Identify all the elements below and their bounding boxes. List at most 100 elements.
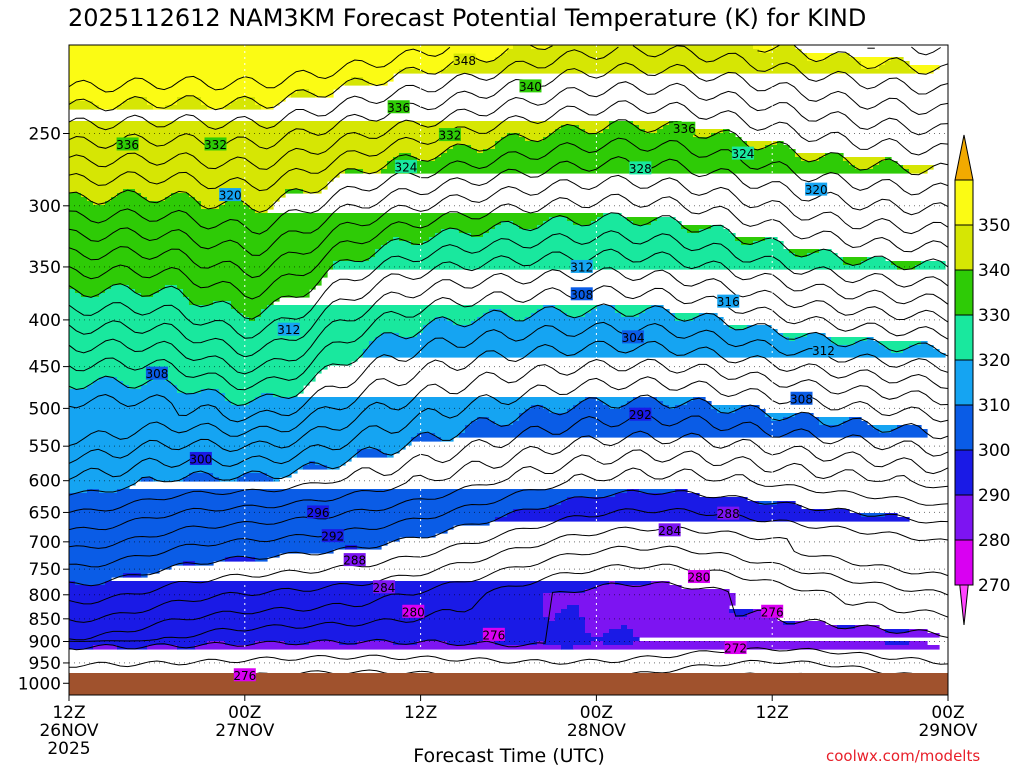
contour-line <box>69 412 948 513</box>
colorbar: 270 280 290 300 310 320 330 340 350 <box>954 134 1010 626</box>
ground-band <box>69 673 948 695</box>
contour-label-bg <box>724 641 747 655</box>
contour-label: 276 <box>482 628 505 642</box>
contour-line <box>69 212 948 320</box>
contour-line <box>69 267 948 375</box>
y-tick-label: 750 <box>29 560 61 580</box>
contour-label: 312 <box>570 260 593 274</box>
contour-label-bg <box>219 188 242 202</box>
contour-line <box>69 137 948 235</box>
colorbar-swatch <box>954 494 974 541</box>
contour-label: 312 <box>277 323 300 337</box>
contour-line <box>69 193 948 300</box>
contour-line <box>69 46 619 131</box>
contour-label: 276 <box>233 669 256 683</box>
contour-label-bg <box>343 553 366 567</box>
contour-line <box>69 100 948 192</box>
colorbar-swatch <box>954 359 974 406</box>
contour-line <box>69 285 948 391</box>
contour-line <box>69 81 948 170</box>
x-tick-label: 12Z <box>404 703 437 723</box>
colorbar-label: 320 <box>978 351 1010 371</box>
y-axis: 2503003504004505005506006507007508008509… <box>18 124 69 694</box>
y-tick-label: 450 <box>29 358 61 378</box>
contour-label-bg <box>233 668 256 682</box>
contour-label: 276 <box>761 605 784 619</box>
contour-label-bg <box>658 523 681 537</box>
contour-label-bg <box>673 121 696 135</box>
colorbar-swatch <box>954 449 974 496</box>
colorbar-label: 300 <box>978 441 1010 461</box>
contour-label: 308 <box>570 288 593 302</box>
contour-line <box>69 489 948 587</box>
contour-label-bg <box>717 506 740 520</box>
contour-label: 288 <box>717 507 740 521</box>
contour-label-bg <box>438 128 461 142</box>
contour-line <box>69 647 948 668</box>
contour-line <box>69 321 948 423</box>
y-tick-label: 250 <box>29 124 61 144</box>
colorbar-label: 340 <box>978 261 1010 281</box>
contour-label-bg <box>790 391 813 405</box>
colorbar-swatch <box>954 314 974 361</box>
x-tick-label: 00Z <box>931 703 964 723</box>
y-tick-label: 1000 <box>18 674 61 694</box>
contour-label: 336 <box>387 101 410 115</box>
colorbar-label: 290 <box>978 486 1010 506</box>
contour-label-bg <box>761 604 784 618</box>
contour-label-bg <box>805 182 828 196</box>
y-tick-label: 600 <box>29 472 61 492</box>
colorbar-swatch <box>954 224 974 271</box>
contour-line <box>69 119 948 213</box>
colorbar-swatch <box>954 179 974 226</box>
contour-label: 348 <box>453 54 476 68</box>
contour-label-bg <box>145 366 168 380</box>
contour-label: 292 <box>629 408 652 422</box>
contour-line <box>69 545 948 641</box>
contour-label: 296 <box>307 506 330 520</box>
contour-label: 308 <box>790 392 813 406</box>
contour-label-bg <box>629 161 652 175</box>
contour-label: 320 <box>805 183 828 197</box>
contour-line <box>69 467 948 568</box>
contour-label: 280 <box>402 605 425 619</box>
contour-label: 312 <box>812 344 835 358</box>
contour-label-bg <box>394 159 417 173</box>
y-tick-label: 950 <box>29 654 61 674</box>
y-tick-label: 850 <box>29 610 61 630</box>
y-tick-label: 700 <box>29 533 61 553</box>
y-tick-label: 500 <box>29 399 61 419</box>
contour-label-bg <box>204 137 227 151</box>
contour-line <box>69 581 948 651</box>
contour-line <box>69 358 948 464</box>
contour-label-bg <box>277 322 300 336</box>
contour-line <box>69 507 948 605</box>
colorbar-swatch <box>954 269 974 316</box>
x-axis-label: Forecast Time (UTC) <box>413 745 605 767</box>
contour-label: 332 <box>438 129 461 143</box>
plot-frame <box>68 44 949 696</box>
contour-label: 284 <box>373 581 396 595</box>
chart-title: 2025112612 NAM3KM Forecast Potential Tem… <box>68 4 867 32</box>
contour-label: 272 <box>724 642 747 656</box>
contour-label: 304 <box>622 331 645 345</box>
contour-label-bg <box>717 294 740 308</box>
contour-label-bg <box>812 343 835 357</box>
contour-line <box>530 45 553 51</box>
contour-label-bg <box>189 451 212 465</box>
y-tick-label: 400 <box>29 311 61 331</box>
contour-line <box>69 563 948 642</box>
contour-label: 292 <box>321 530 344 544</box>
y-tick-label: 900 <box>29 632 61 652</box>
colorbar-arrow-high <box>954 134 974 181</box>
contour-label-bg <box>307 505 330 519</box>
contour-label-bg <box>629 407 652 421</box>
colorbar-label: 280 <box>978 531 1010 551</box>
contour-label-bg <box>731 146 754 160</box>
colorbar-swatch <box>954 539 974 586</box>
contour-line <box>69 303 948 407</box>
contour-label: 340 <box>519 80 542 94</box>
